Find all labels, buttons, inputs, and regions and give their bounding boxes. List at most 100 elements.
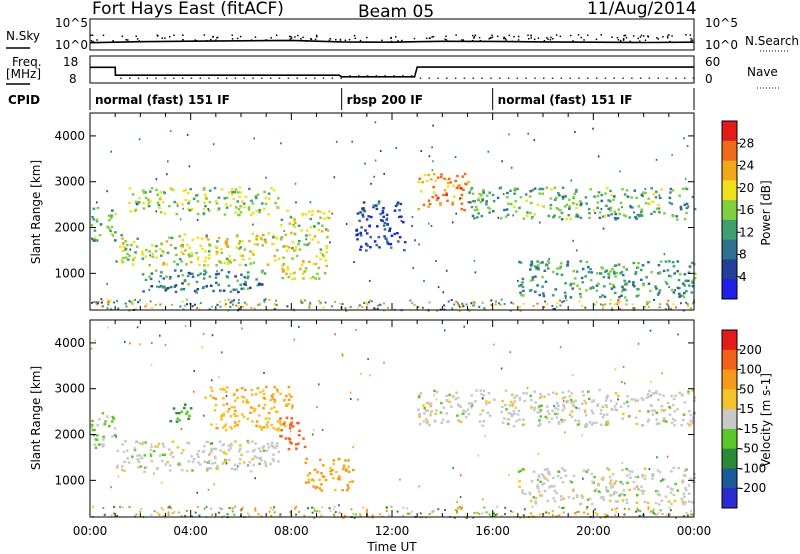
echo-cell xyxy=(654,501,658,505)
echo-cell xyxy=(145,303,148,306)
echo-cell xyxy=(251,211,255,215)
echo-cell xyxy=(417,408,420,411)
echo-cell xyxy=(279,435,282,438)
echo-cell xyxy=(314,262,318,266)
echo-cell xyxy=(451,201,454,204)
echo-cell xyxy=(379,218,383,222)
nsearch-dot xyxy=(460,39,463,41)
echo-cell xyxy=(274,259,277,262)
echo-cell xyxy=(640,424,644,427)
echo-cell xyxy=(150,460,154,463)
echo-cell xyxy=(253,455,256,458)
echo-cell xyxy=(93,428,96,432)
echo-cell xyxy=(666,401,670,405)
echo-cell xyxy=(687,305,690,307)
echo-cell xyxy=(178,419,181,422)
echo-cell xyxy=(218,506,221,509)
echo-cell xyxy=(149,200,152,203)
echo-cell xyxy=(225,402,229,406)
echo-cell xyxy=(566,262,570,266)
echo-cell xyxy=(334,333,336,336)
echo-cell xyxy=(245,303,248,306)
echo-cell xyxy=(412,267,415,269)
echo-cell xyxy=(205,505,208,508)
echo-cell xyxy=(95,303,98,306)
echo-cell xyxy=(325,246,329,250)
echo-cell xyxy=(517,470,521,473)
time-tick-label: 12:00 xyxy=(375,524,410,538)
echo-cell xyxy=(368,224,371,227)
echo-cell xyxy=(632,261,636,265)
echo-cell xyxy=(561,391,565,394)
echo-cell xyxy=(312,429,315,432)
echo-cell xyxy=(177,461,181,465)
echo-cell xyxy=(165,263,168,266)
echo-cell xyxy=(625,467,628,471)
echo-cell xyxy=(274,201,277,205)
echo-cell xyxy=(116,464,119,468)
echo-cell xyxy=(255,420,259,423)
echo-cell xyxy=(485,511,488,514)
echo-cell xyxy=(141,250,144,254)
nsearch-dot xyxy=(289,38,292,40)
echo-cell xyxy=(246,275,250,278)
echo-cell xyxy=(320,489,323,492)
echo-cell xyxy=(411,216,414,219)
echo-cell xyxy=(543,395,546,398)
echo-cell xyxy=(588,216,591,220)
echo-cell xyxy=(559,262,563,265)
echo-cell xyxy=(107,214,111,217)
echo-cell xyxy=(476,208,479,211)
echo-cell xyxy=(242,415,246,419)
echo-cell xyxy=(621,285,624,288)
echo-cell xyxy=(685,290,688,293)
date-label: 11/Aug/2014 xyxy=(587,0,697,19)
echo-cell xyxy=(596,206,599,210)
echo-cell xyxy=(222,450,226,454)
echo-cell xyxy=(276,420,280,423)
echo-cell xyxy=(618,494,621,497)
echo-cell xyxy=(570,392,573,395)
echo-cell xyxy=(183,403,187,406)
echo-cell xyxy=(298,240,301,243)
echo-cell xyxy=(207,461,210,464)
power-colorbar-label: Power [dB] xyxy=(759,180,773,245)
echo-cell xyxy=(510,203,513,206)
echo-cell xyxy=(662,419,666,423)
nsearch-dot xyxy=(112,40,114,42)
echo-cell xyxy=(317,222,320,225)
echo-cell xyxy=(202,186,206,190)
echo-cell xyxy=(402,506,405,509)
echo-cell xyxy=(239,254,243,257)
echo-cell xyxy=(531,514,534,517)
echo-cell xyxy=(100,298,103,300)
echo-cell xyxy=(254,509,257,512)
echo-cell xyxy=(615,491,618,494)
echo-cell xyxy=(121,249,125,253)
echo-cell xyxy=(224,452,228,456)
echo-cell xyxy=(210,389,214,392)
echo-cell xyxy=(216,208,220,212)
echo-cell xyxy=(360,372,362,375)
echo-cell xyxy=(481,397,484,400)
echo-cell xyxy=(557,404,560,408)
echo-cell xyxy=(320,472,323,475)
echo-cell xyxy=(530,265,533,268)
echo-cell xyxy=(647,508,650,511)
echo-cell xyxy=(433,172,436,176)
echo-cell xyxy=(138,454,142,457)
echo-cell xyxy=(621,493,624,496)
echo-cell xyxy=(549,203,553,207)
echo-cell xyxy=(216,270,218,273)
nave-dot xyxy=(481,77,483,79)
echo-cell xyxy=(536,302,539,305)
echo-cell xyxy=(224,428,228,432)
echo-cell xyxy=(370,182,372,185)
echo-cell xyxy=(429,178,433,181)
echo-cell xyxy=(378,246,381,249)
echo-cell xyxy=(622,489,626,492)
echo-cell xyxy=(303,445,307,449)
echo-cell xyxy=(455,186,459,190)
nave-dot xyxy=(129,77,131,79)
echo-cell xyxy=(561,409,565,412)
